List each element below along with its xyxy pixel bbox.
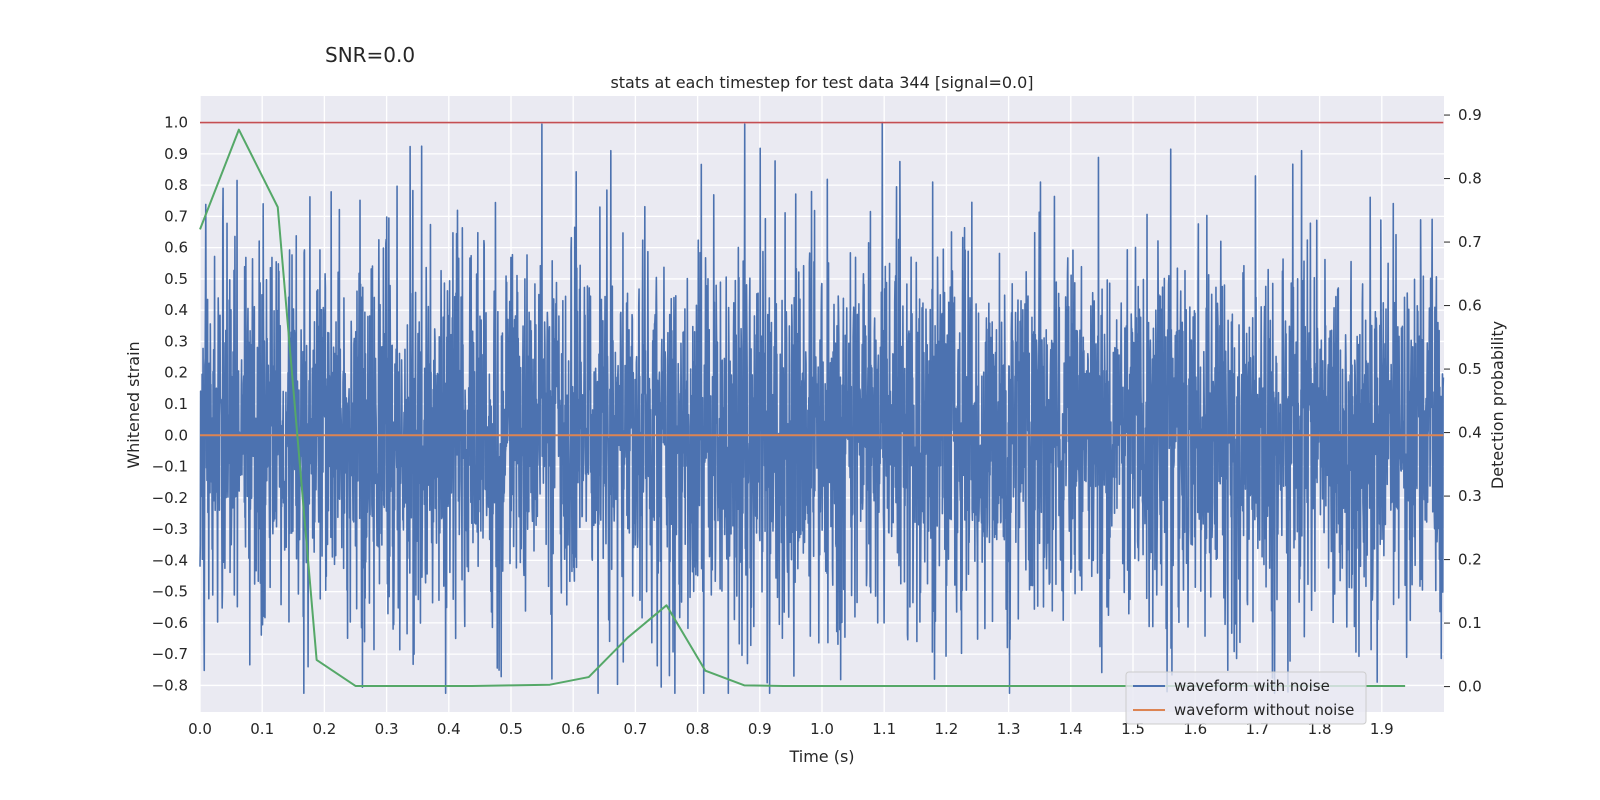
y-right-tick-label: 0.1	[1458, 614, 1482, 632]
y-right-tick-label: 0.2	[1458, 551, 1482, 569]
y-tick-label: 0.6	[164, 239, 188, 257]
x-tick-label: 1.4	[1059, 720, 1083, 738]
series-layer	[199, 121, 1445, 695]
y-right-tick-label: 0.4	[1458, 424, 1482, 442]
y-right-tick-label: 0.9	[1458, 106, 1482, 124]
x-tick-label: 1.0	[810, 720, 834, 738]
y-tick-label: 0.9	[164, 145, 188, 163]
x-tick-label: 0.2	[312, 720, 336, 738]
plot-title: stats at each timestep for test data 344…	[610, 73, 1033, 92]
y-right-tick-label: 0.6	[1458, 297, 1482, 315]
y-right-tick-label: 0.7	[1458, 233, 1482, 251]
x-tick-label: 0.6	[561, 720, 585, 738]
x-tick-label: 1.1	[872, 720, 896, 738]
series-detection-probability	[199, 128, 1406, 687]
y-tick-label: −0.3	[152, 520, 188, 538]
y-axis-label: Whitened strain	[124, 341, 143, 468]
x-axis-label: Time (s)	[788, 747, 854, 766]
x-tick-label: 1.3	[997, 720, 1021, 738]
y-tick-label: 1.0	[164, 114, 188, 132]
y-tick-label: 0.3	[164, 332, 188, 350]
y-axis-right-ticks: 0.9 0.8 0.7 0.6 0.5 0.4 0.3 0.2 0.1 0.0	[1444, 106, 1482, 696]
y-right-tick-label: 0.0	[1458, 678, 1482, 696]
x-tick-label: 0.5	[499, 720, 523, 738]
y-tick-label: 0.2	[164, 364, 188, 382]
y-right-tick-label: 0.5	[1458, 360, 1482, 378]
y-tick-label: 0.1	[164, 395, 188, 413]
y-axis-ticks: 1.0 0.9 0.8 0.7 0.6 0.5 0.4 0.3 0.2 0.1 0.0 −0.1 −0.…	[152, 114, 188, 695]
legend-label-waveform-without-noise: waveform without noise	[1174, 701, 1354, 719]
x-tick-label: 0.9	[748, 720, 772, 738]
y-axis-right-label: Detection probability	[1488, 321, 1507, 489]
x-tick-label: 0.8	[686, 720, 710, 738]
y-tick-label: 0.0	[164, 426, 188, 444]
x-tick-label: 0.0	[188, 720, 212, 738]
x-tick-label: 1.2	[934, 720, 958, 738]
y-tick-label: −0.7	[152, 645, 188, 663]
x-tick-label: 0.3	[375, 720, 399, 738]
x-tick-label: 1.9	[1370, 720, 1394, 738]
legend: waveform with noise waveform without noi…	[1125, 671, 1367, 725]
y-tick-label: −0.1	[152, 458, 188, 476]
y-right-tick-label: 0.8	[1458, 170, 1482, 188]
legend-box	[1125, 671, 1367, 725]
x-axis-ticks: 0.0 0.1 0.2 0.3 0.4 0.5 0.6 0.7 0.8 0.9 1.0 1.1 1.2 1…	[188, 720, 1394, 738]
series-waveform-with-noise	[199, 121, 1445, 695]
y-right-tick-label: 0.3	[1458, 487, 1482, 505]
y-tick-label: −0.5	[152, 583, 188, 601]
y-tick-label: 0.7	[164, 207, 188, 225]
y-tick-label: −0.2	[152, 489, 188, 507]
y-tick-label: 0.8	[164, 176, 188, 194]
legend-label-waveform-with-noise: waveform with noise	[1174, 677, 1330, 695]
x-tick-label: 0.1	[250, 720, 274, 738]
y-tick-label: −0.6	[152, 614, 188, 632]
y-tick-label: −0.8	[152, 676, 188, 694]
x-tick-label: 0.4	[437, 720, 461, 738]
suptitle: SNR=0.0	[325, 43, 415, 67]
y-tick-label: −0.4	[152, 551, 188, 569]
y-tick-label: 0.5	[164, 270, 188, 288]
x-tick-label: 0.7	[623, 720, 647, 738]
y-tick-label: 0.4	[164, 301, 188, 319]
